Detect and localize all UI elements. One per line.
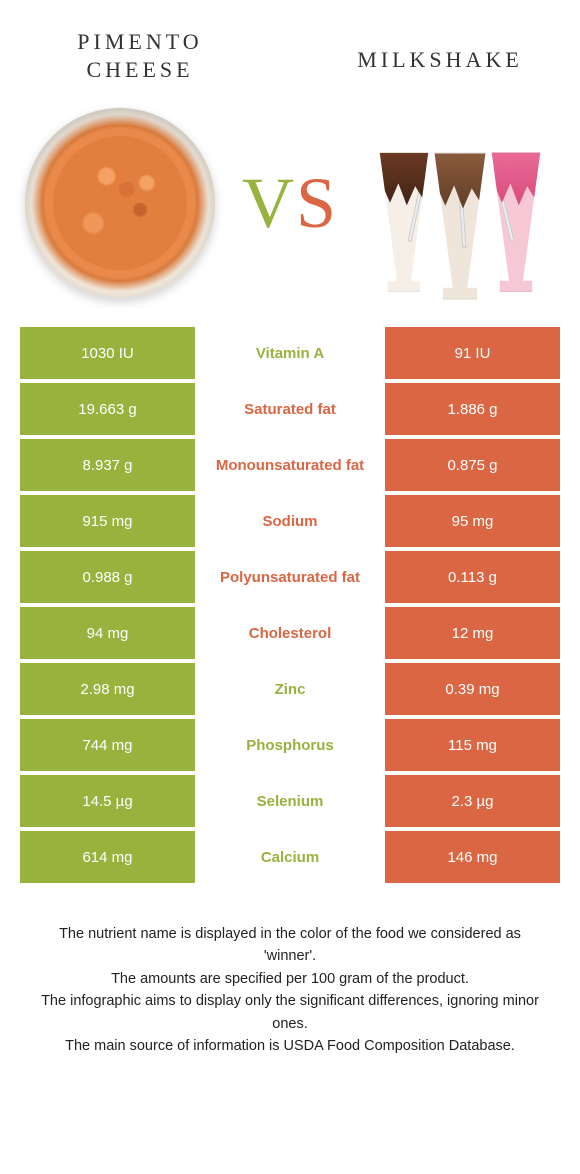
left-value: 614 mg	[20, 831, 195, 883]
table-row: 14.5 µgSelenium2.3 µg	[20, 775, 560, 827]
table-row: 19.663 gSaturated fat1.886 g	[20, 383, 560, 435]
footer-line-1: The nutrient name is displayed in the co…	[32, 923, 548, 968]
left-food-title: Pimento Cheese	[20, 28, 260, 83]
left-value: 915 mg	[20, 495, 195, 547]
footer-line-4: The main source of information is USDA F…	[32, 1035, 548, 1057]
table-row: 8.937 gMonounsaturated fat0.875 g	[20, 439, 560, 491]
hero-row: VS	[20, 103, 560, 303]
table-row: 915 mgSodium95 mg	[20, 495, 560, 547]
table-row: 94 mgCholesterol12 mg	[20, 607, 560, 659]
milkshake-icon	[365, 108, 555, 298]
left-value: 0.988 g	[20, 551, 195, 603]
left-value: 94 mg	[20, 607, 195, 659]
table-row: 614 mgCalcium146 mg	[20, 831, 560, 883]
left-value: 1030 IU	[20, 327, 195, 379]
nutrient-name: Calcium	[195, 831, 385, 883]
table-row: 744 mgPhosphorus115 mg	[20, 719, 560, 771]
right-value: 91 IU	[385, 327, 560, 379]
table-row: 2.98 mgZinc0.39 mg	[20, 663, 560, 715]
nutrient-name: Saturated fat	[195, 383, 385, 435]
vs-v: V	[242, 163, 296, 243]
left-value: 2.98 mg	[20, 663, 195, 715]
right-value: 0.875 g	[385, 439, 560, 491]
nutrient-name: Sodium	[195, 495, 385, 547]
right-food-title: Milkshake	[320, 46, 560, 74]
right-value: 95 mg	[385, 495, 560, 547]
nutrient-name: Phosphorus	[195, 719, 385, 771]
vs-s: S	[296, 163, 338, 243]
footer-line-3: The infographic aims to display only the…	[32, 990, 548, 1035]
left-value: 14.5 µg	[20, 775, 195, 827]
footer-notes: The nutrient name is displayed in the co…	[20, 923, 560, 1058]
right-value: 1.886 g	[385, 383, 560, 435]
vs-label: VS	[242, 162, 338, 245]
nutrient-name: Monounsaturated fat	[195, 439, 385, 491]
header: Pimento Cheese Milkshake	[20, 28, 560, 83]
nutrient-name: Cholesterol	[195, 607, 385, 659]
table-row: 1030 IUVitamin A91 IU	[20, 327, 560, 379]
nutrient-table: 1030 IUVitamin A91 IU19.663 gSaturated f…	[20, 327, 560, 883]
right-value: 12 mg	[385, 607, 560, 659]
left-value: 19.663 g	[20, 383, 195, 435]
table-row: 0.988 gPolyunsaturated fat0.113 g	[20, 551, 560, 603]
right-value: 2.3 µg	[385, 775, 560, 827]
right-value: 0.39 mg	[385, 663, 560, 715]
right-value: 115 mg	[385, 719, 560, 771]
left-food-image	[20, 103, 220, 303]
nutrient-name: Polyunsaturated fat	[195, 551, 385, 603]
right-value: 0.113 g	[385, 551, 560, 603]
left-value: 8.937 g	[20, 439, 195, 491]
right-food-image	[360, 103, 560, 303]
pimento-cheese-icon	[25, 108, 215, 298]
nutrient-name: Vitamin A	[195, 327, 385, 379]
left-value: 744 mg	[20, 719, 195, 771]
right-value: 146 mg	[385, 831, 560, 883]
nutrient-name: Selenium	[195, 775, 385, 827]
nutrient-name: Zinc	[195, 663, 385, 715]
footer-line-2: The amounts are specified per 100 gram o…	[32, 968, 548, 990]
